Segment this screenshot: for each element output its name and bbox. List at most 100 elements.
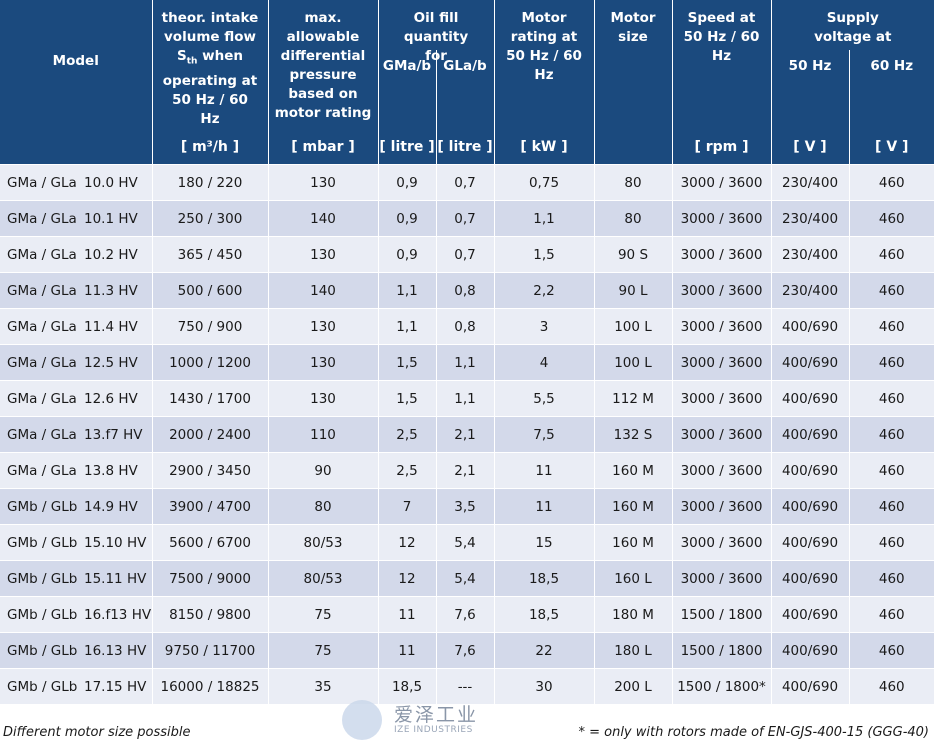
footnote-rotors: * = only with rotors made of EN-GJS-400-… <box>578 725 929 740</box>
table-row: GMb / GLb 14.9 HV 3900 / 4700 80 7 3,5 11 160 M… <box>0 488 934 525</box>
table-row: GMa / GLa 12.5 HV 1000 / 1200 130 1,5 1,1 4 100… <box>0 344 934 381</box>
cell-flow: 500 / 600 <box>152 272 269 309</box>
cell-model-series: GMa / GLa <box>0 452 84 489</box>
cell-flow: 250 / 300 <box>152 200 269 237</box>
cell-pressure: 35 <box>268 668 379 704</box>
cell-oil-gla: 0,7 <box>436 200 495 237</box>
cell-pressure: 140 <box>268 272 379 309</box>
cell-flow: 3900 / 4700 <box>152 488 269 525</box>
cell-volt-50: 400/690 <box>771 524 850 561</box>
cell-size: 160 M <box>594 524 673 561</box>
table-row: GMa / GLa 10.0 HV 180 / 220 130 0,9 0,7 0,75 80… <box>0 164 934 201</box>
cell-rating: 30 <box>494 668 595 704</box>
cell-flow: 8150 / 9800 <box>152 596 269 633</box>
cell-model-series: GMb / GLb <box>0 524 84 561</box>
cell-model-series: GMb / GLb <box>0 596 84 633</box>
cell-size: 112 M <box>594 380 673 417</box>
cell-oil-gla: 0,7 <box>436 236 495 273</box>
cell-rating: 5,5 <box>494 380 595 417</box>
cell-pressure: 80/53 <box>268 560 379 597</box>
cell-pressure: 75 <box>268 596 379 633</box>
watermark-cn: 爱泽工业 <box>394 704 479 726</box>
cell-oil-gla: 5,4 <box>436 524 495 561</box>
cell-oil-gma: 11 <box>378 632 437 669</box>
table-row: GMa / GLa 11.4 HV 750 / 900 130 1,1 0,8 3 100 L… <box>0 308 934 345</box>
watermark-icon <box>342 700 382 740</box>
header-flow-sub: th <box>186 56 198 67</box>
cell-oil-gma: 1,5 <box>378 380 437 417</box>
header-volt-60-unit: [ V ] <box>875 139 909 155</box>
cell-oil-gma: 12 <box>378 560 437 597</box>
watermark-logo: 爱泽工业 IZE INDUSTRIES <box>342 698 482 744</box>
cell-oil-gla: 3,5 <box>436 488 495 525</box>
cell-speed: 3000 / 3600 <box>672 164 772 201</box>
cell-model-number: 12.6 HV <box>84 380 153 417</box>
cell-model-number: 10.0 HV <box>84 164 153 201</box>
cell-model-series: GMa / GLa <box>0 272 84 309</box>
cell-speed: 3000 / 3600 <box>672 236 772 273</box>
cell-size: 180 M <box>594 596 673 633</box>
cell-model-series: GMa / GLa <box>0 164 84 201</box>
cell-volt-60: 460 <box>849 452 934 489</box>
watermark-en: IZE INDUSTRIES <box>394 725 473 735</box>
cell-pressure: 80 <box>268 488 379 525</box>
header-oil-gma-unit: [ litre ] <box>379 139 435 155</box>
cell-speed: 3000 / 3600 <box>672 308 772 345</box>
cell-rating: 22 <box>494 632 595 669</box>
cell-size: 160 L <box>594 560 673 597</box>
header-pressure: max. allowable differential pressure bas… <box>268 0 379 165</box>
cell-model-number: 10.1 HV <box>84 200 153 237</box>
cell-size: 90 S <box>594 236 673 273</box>
table-row: GMa / GLa 13.f7 HV 2000 / 2400 110 2,5 2,1 7,5… <box>0 416 934 453</box>
cell-volt-60: 460 <box>849 344 934 381</box>
cell-rating: 15 <box>494 524 595 561</box>
cell-flow: 365 / 450 <box>152 236 269 273</box>
header-flow-unit: [ m³/h ] <box>180 139 240 155</box>
cell-size: 90 L <box>594 272 673 309</box>
table-row: GMb / GLb 16.f13 HV 8150 / 9800 75 11 7,6 18,5… <box>0 596 934 633</box>
cell-model-series: GMb / GLb <box>0 668 84 704</box>
specs-table: Model theor. intake volume flow Sth when… <box>0 0 934 704</box>
cell-speed: 3000 / 3600 <box>672 380 772 417</box>
cell-model-series: GMb / GLb <box>0 560 84 597</box>
cell-volt-50: 400/690 <box>771 596 850 633</box>
cell-volt-50: 400/690 <box>771 380 850 417</box>
cell-model-number: 15.10 HV <box>84 524 153 561</box>
table-row: GMa / GLa 11.3 HV 500 / 600 140 1,1 0,8 2,2 90 … <box>0 272 934 309</box>
cell-speed: 1500 / 1800 <box>672 632 772 669</box>
cell-model-series: GMa / GLa <box>0 236 84 273</box>
cell-pressure: 130 <box>268 308 379 345</box>
cell-flow: 1000 / 1200 <box>152 344 269 381</box>
header-oil-gla-unit: [ litre ] <box>437 139 493 155</box>
cell-oil-gma: 0,9 <box>378 200 437 237</box>
header-rating-unit: [ kW ] <box>520 139 568 155</box>
cell-flow: 7500 / 9000 <box>152 560 269 597</box>
cell-model-number: 13.f7 HV <box>84 416 153 453</box>
cell-pressure: 80/53 <box>268 524 379 561</box>
cell-model-number: 15.11 HV <box>84 560 153 597</box>
cell-volt-50: 230/400 <box>771 272 850 309</box>
header-volt-50: 50 Hz [ V ] <box>771 50 850 165</box>
header-oil-gla: GLa/b [ litre ] <box>436 50 495 165</box>
cell-rating: 0,75 <box>494 164 595 201</box>
cell-oil-gma: 0,9 <box>378 164 437 201</box>
cell-volt-60: 460 <box>849 632 934 669</box>
cell-model-series: GMa / GLa <box>0 416 84 453</box>
cell-pressure: 130 <box>268 380 379 417</box>
cell-oil-gla: --- <box>436 668 495 704</box>
cell-rating: 7,5 <box>494 416 595 453</box>
table-row: GMa / GLa 10.1 HV 250 / 300 140 0,9 0,7 1,1 80 3… <box>0 200 934 237</box>
cell-oil-gma: 2,5 <box>378 416 437 453</box>
cell-flow: 9750 / 11700 <box>152 632 269 669</box>
header-size: Motor size <box>594 0 673 165</box>
cell-speed: 1500 / 1800 <box>672 596 772 633</box>
header-flow-text: theor. intake volume flow S <box>161 10 259 64</box>
cell-size: 160 M <box>594 488 673 525</box>
cell-oil-gma: 2,5 <box>378 452 437 489</box>
cell-volt-50: 400/690 <box>771 452 850 489</box>
cell-model-number: 11.4 HV <box>84 308 153 345</box>
header-flow: theor. intake volume flow Sth when opera… <box>152 0 269 165</box>
cell-oil-gla: 5,4 <box>436 560 495 597</box>
cell-oil-gla: 0,8 <box>436 308 495 345</box>
table-row: GMb / GLb 16.13 HV 9750 / 11700 75 11 7,6 22 18… <box>0 632 934 669</box>
